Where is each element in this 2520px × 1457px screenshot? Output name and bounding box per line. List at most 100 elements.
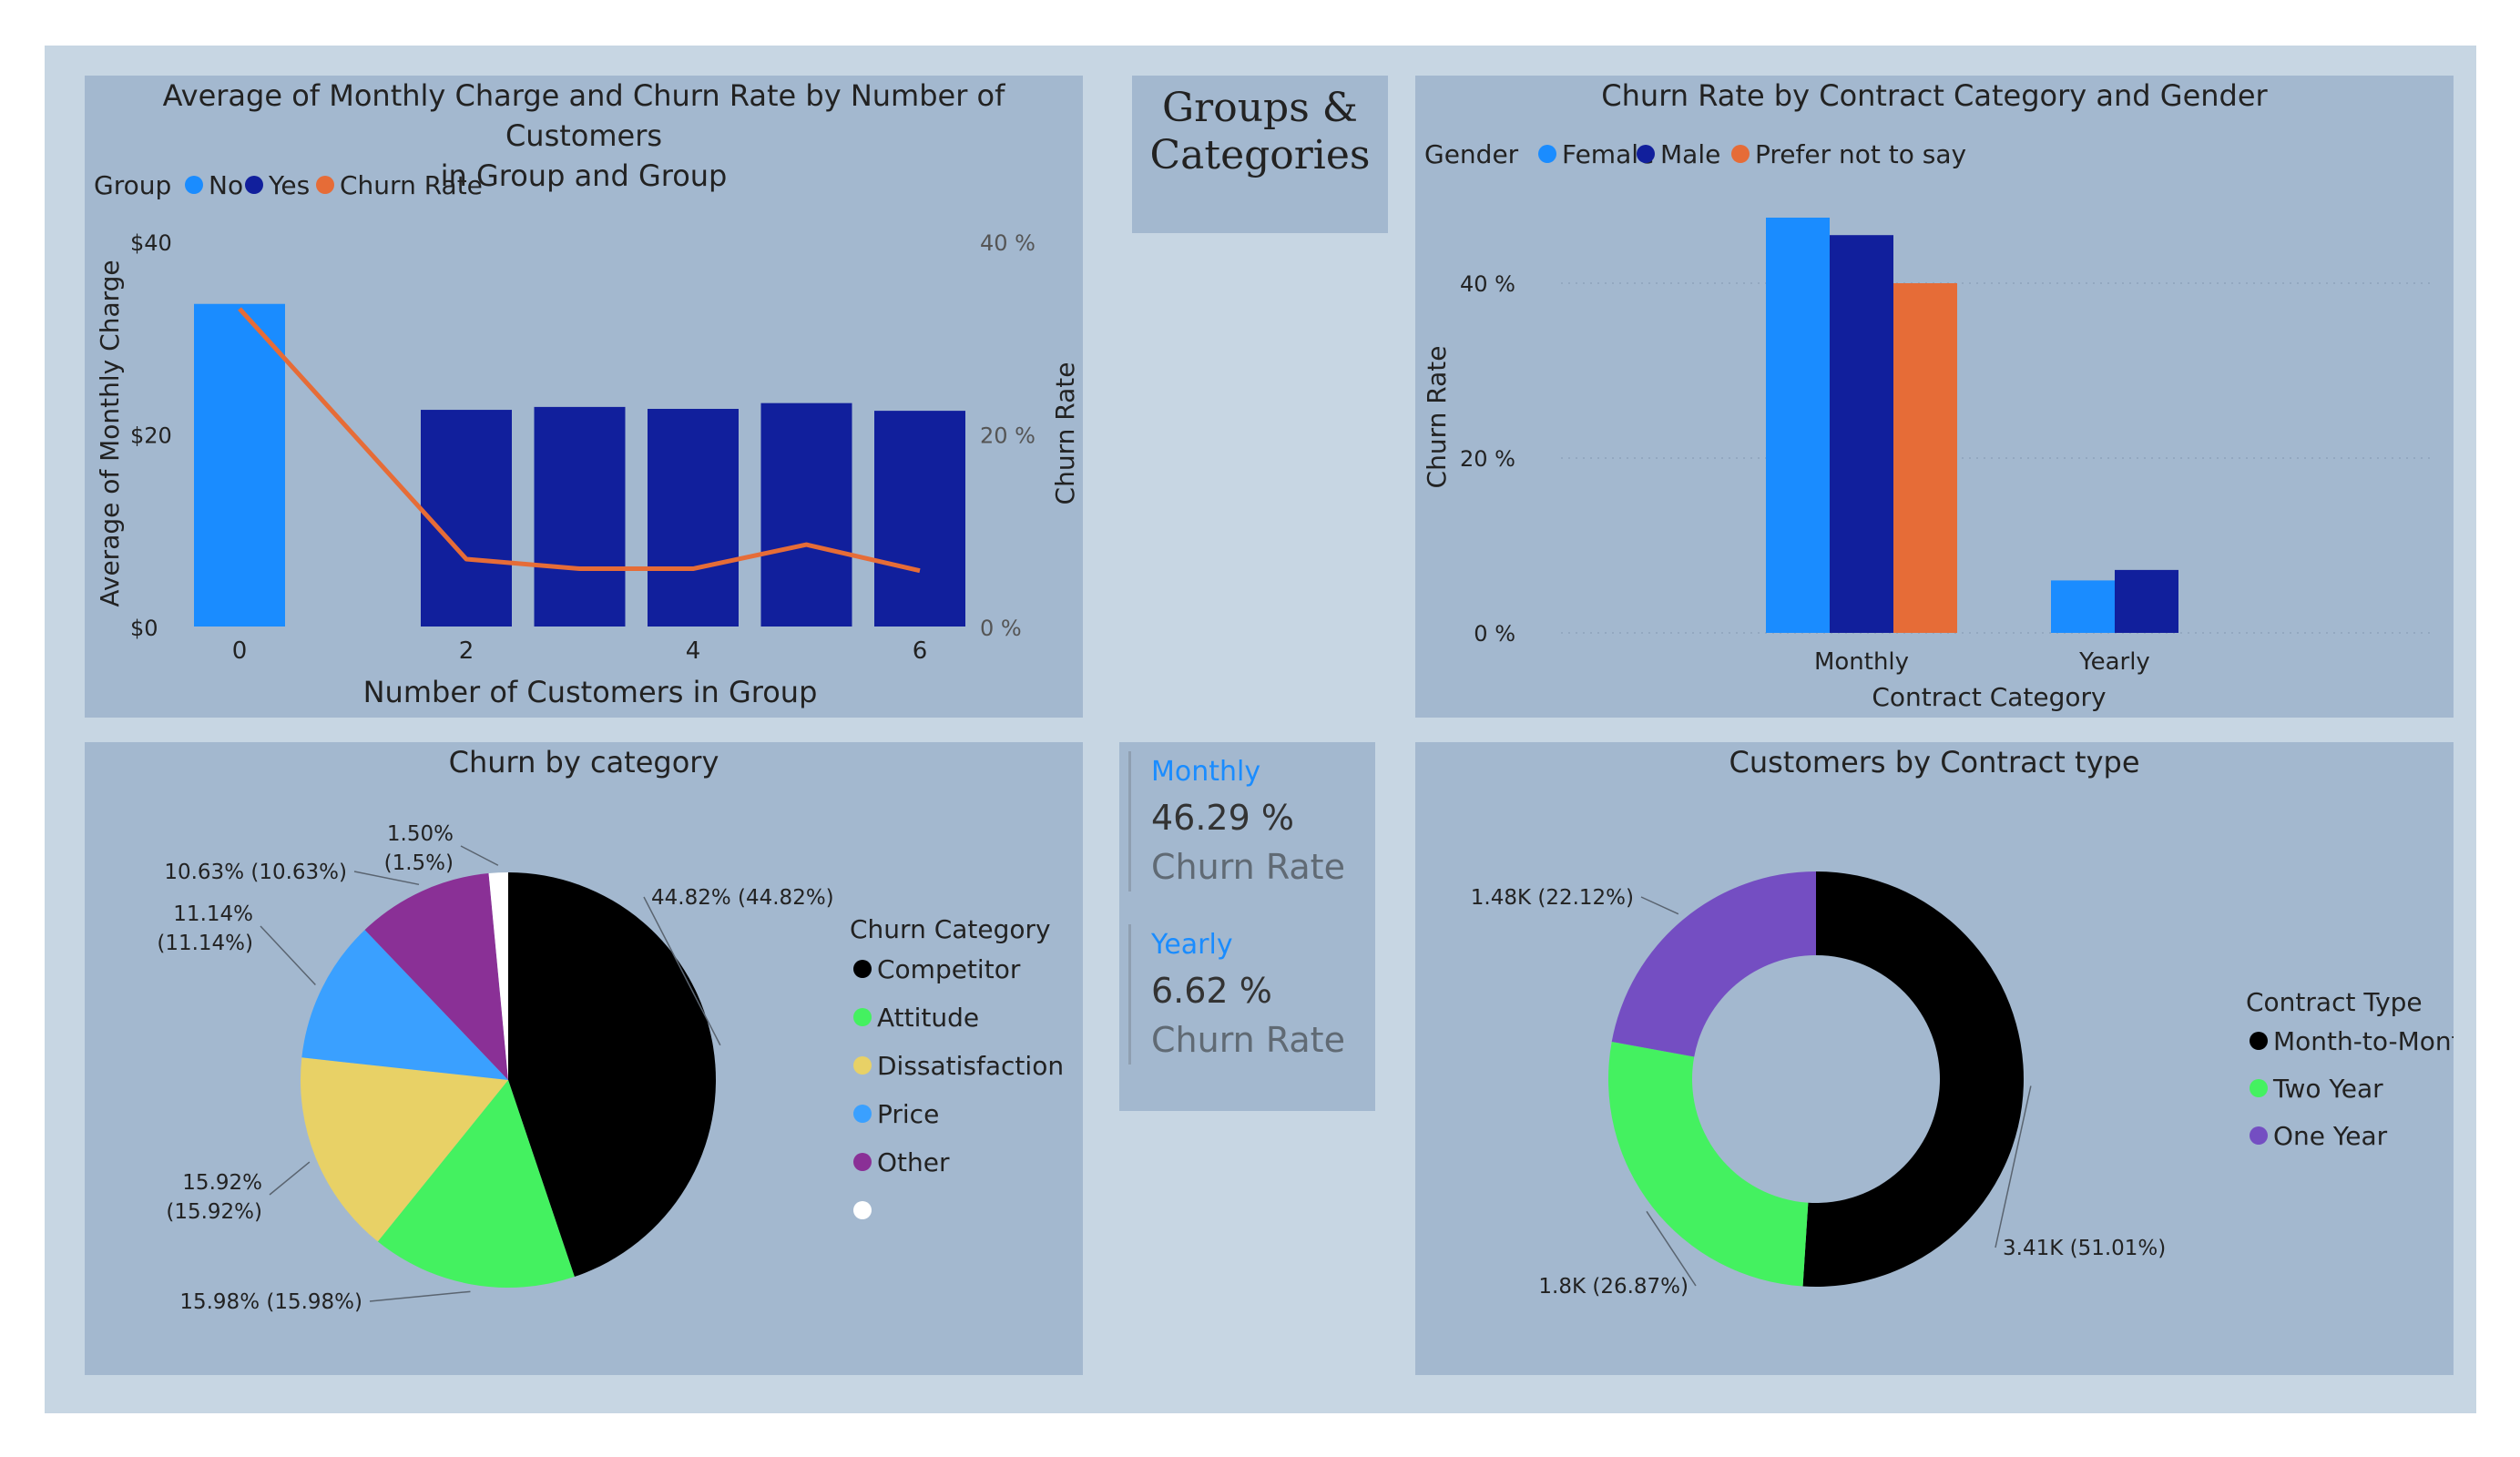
y2-tick-label: 0 % xyxy=(980,616,1022,641)
x-tick-label: 0 xyxy=(232,637,248,665)
bar-yes-x6 xyxy=(874,411,965,627)
pie-slice-competitor xyxy=(508,872,716,1278)
legend-marker-month-to-month xyxy=(2250,1032,2268,1050)
groups-categories-card: Groups & Categories xyxy=(1132,76,1388,233)
y-tick-label: $0 xyxy=(130,616,158,641)
pie-data-label: (1.5%) xyxy=(384,851,454,875)
pie-slice-attitude xyxy=(377,1080,575,1288)
monthly-kpi-card: Monthly 46.29 % Churn Rate xyxy=(1128,751,1366,892)
legend-label-prefer-not-to-say: Prefer not to say xyxy=(1755,139,1966,169)
x-tick-label: Yearly xyxy=(2078,648,2150,676)
churn-contract-gender-title: Churn Rate by Contract Category and Gend… xyxy=(1601,78,2268,113)
pie-data-label: 11.14% xyxy=(173,902,253,926)
legend-label-yes: Yes xyxy=(268,170,310,200)
legend-label-dissatisfaction: Dissatisfaction xyxy=(877,1051,1064,1081)
bar-no-x0 xyxy=(194,303,285,627)
y2-tick-label: 40 % xyxy=(980,230,1036,256)
bar-yearly-female xyxy=(2051,580,2115,633)
leader-line xyxy=(1995,1085,2032,1248)
monthly-kpi-value: 46.29 % xyxy=(1151,798,1294,838)
pie-slice-dissatisfaction xyxy=(301,1057,508,1242)
legend-marker-one-year xyxy=(2250,1126,2268,1145)
y2-tick-label: 20 % xyxy=(980,423,1036,449)
customers-by-contract-panel[interactable]: 3.41K (51.01%) 1.8K (26.87%) 1.48K (22.12%… xyxy=(1415,742,2454,1375)
leader-line xyxy=(353,871,420,886)
legend-label-male: Male xyxy=(1660,139,1720,169)
legend-marker-two-year xyxy=(2250,1079,2268,1097)
donut-slice-two-year xyxy=(1608,1041,1809,1287)
pie-data-label: 15.92% xyxy=(182,1171,262,1195)
churn-by-category-chart: 44.82% (44.82%) 15.98% (15.98%) 15.92% (15.… xyxy=(157,822,1064,1314)
legend-marker-male xyxy=(1637,145,1655,163)
leader-line xyxy=(260,925,316,986)
bar-yes-x5 xyxy=(760,402,852,627)
pie-slice-other xyxy=(364,873,508,1080)
churn-contract-gender-panel[interactable]: Gender Female Male Prefer not to say 40 % 20 … xyxy=(1415,76,2454,718)
legend-label-other: Other xyxy=(877,1147,950,1177)
yearly-kpi-sub: Churn Rate xyxy=(1151,1020,1345,1060)
y-tick-label: $20 xyxy=(130,423,172,449)
legend-marker-blank xyxy=(853,1201,872,1219)
legend-marker-prefer-not-to-say xyxy=(1731,145,1750,163)
donut-slice-month-to-month xyxy=(1802,871,2024,1287)
pie-data-label: 10.63% (10.63%) xyxy=(164,861,347,884)
legend-marker-female xyxy=(1538,145,1556,163)
legend-marker-price xyxy=(853,1105,872,1123)
y-tick-label: 0 % xyxy=(1474,621,1515,647)
x-axis-title: Contract Category xyxy=(1872,682,2106,712)
pie-data-label: 44.82% (44.82%) xyxy=(651,886,834,910)
y-axis-title: Churn Rate xyxy=(1422,346,1452,489)
bar-yes-x2 xyxy=(421,410,512,627)
y2-axis-title: Churn Rate xyxy=(1050,362,1080,505)
x-tick-label: 6 xyxy=(913,637,928,665)
x-tick-label: 2 xyxy=(459,637,474,665)
leader-line xyxy=(369,1290,471,1302)
monthly-kpi-sub: Churn Rate xyxy=(1151,847,1345,887)
legend-marker-other xyxy=(853,1153,872,1171)
monthly-charge-churn-chart: Group No Yes Churn Rate $40 $20 $0 40 % 20 % 0 % A… xyxy=(94,170,1080,709)
legend-title: Group xyxy=(94,170,171,200)
dashboard: Group No Yes Churn Rate $40 $20 $0 40 % 20 % 0 % A… xyxy=(45,46,2476,1413)
groups-categories-title: Groups & Categories xyxy=(1132,85,1388,179)
groups-title-line2: Categories xyxy=(1149,132,1371,178)
x-tick-label: 4 xyxy=(686,637,701,665)
y-tick-label: 20 % xyxy=(1460,446,1515,472)
bar-yearly-male xyxy=(2115,569,2178,633)
kpi-cards: Monthly 46.29 % Churn Rate Yearly 6.62 %… xyxy=(1119,742,1375,1111)
chart-title-line2: in Group and Group xyxy=(440,158,728,193)
yearly-kpi-label: Yearly xyxy=(1151,929,1233,961)
legend-marker-dissatisfaction xyxy=(853,1056,872,1075)
y-tick-label: $40 xyxy=(130,230,172,256)
pie-data-label: 1.50% xyxy=(387,822,454,846)
legend-label-month-to-month: Month-to-Month xyxy=(2273,1026,2454,1056)
legend-label-price: Price xyxy=(877,1099,939,1129)
groups-title-line1: Groups & xyxy=(1162,85,1358,131)
legend-label-competitor: Competitor xyxy=(877,954,1021,984)
x-axis-title: Number of Customers in Group xyxy=(363,675,818,709)
leader-line xyxy=(1640,896,1679,915)
customers-by-contract-chart: 3.41K (51.01%) 1.8K (26.87%) 1.48K (22.12%… xyxy=(1471,871,2454,1299)
leader-line xyxy=(269,1161,311,1196)
y-tick-label: 40 % xyxy=(1460,271,1515,297)
bar-monthly-female xyxy=(1766,218,1830,633)
legend-title: Contract Type xyxy=(2246,987,2423,1017)
donut-data-label: 1.8K (26.87%) xyxy=(1538,1275,1689,1299)
legend-label-one-year: One Year xyxy=(2273,1121,2388,1151)
monthly-charge-churn-panel[interactable]: Group No Yes Churn Rate $40 $20 $0 40 % 20 % 0 % A… xyxy=(85,76,1083,718)
legend-marker-competitor xyxy=(853,960,872,978)
legend-marker-churn-rate xyxy=(316,176,334,194)
chart-title-line1: Average of Monthly Charge and Churn Rate… xyxy=(162,78,1005,153)
churn-by-category-panel[interactable]: 44.82% (44.82%) 15.98% (15.98%) 15.92% (15.… xyxy=(85,742,1083,1375)
x-tick-label: Monthly xyxy=(1814,648,1909,676)
yearly-kpi-value: 6.62 % xyxy=(1151,971,1272,1011)
customers-by-contract-title: Customers by Contract type xyxy=(1729,745,2140,779)
leader-line xyxy=(643,896,721,1046)
donut-data-label: 3.41K (51.01%) xyxy=(2003,1237,2166,1260)
leader-line xyxy=(1646,1210,1697,1287)
pie-slice-price xyxy=(301,930,508,1080)
bar-yes-x4 xyxy=(648,409,739,627)
y-axis-title: Average of Monthly Charge xyxy=(95,260,125,606)
legend-label-attitude: Attitude xyxy=(877,1003,979,1033)
monthly-charge-churn-title: Average of Monthly Charge and Churn Rate… xyxy=(85,76,1083,196)
